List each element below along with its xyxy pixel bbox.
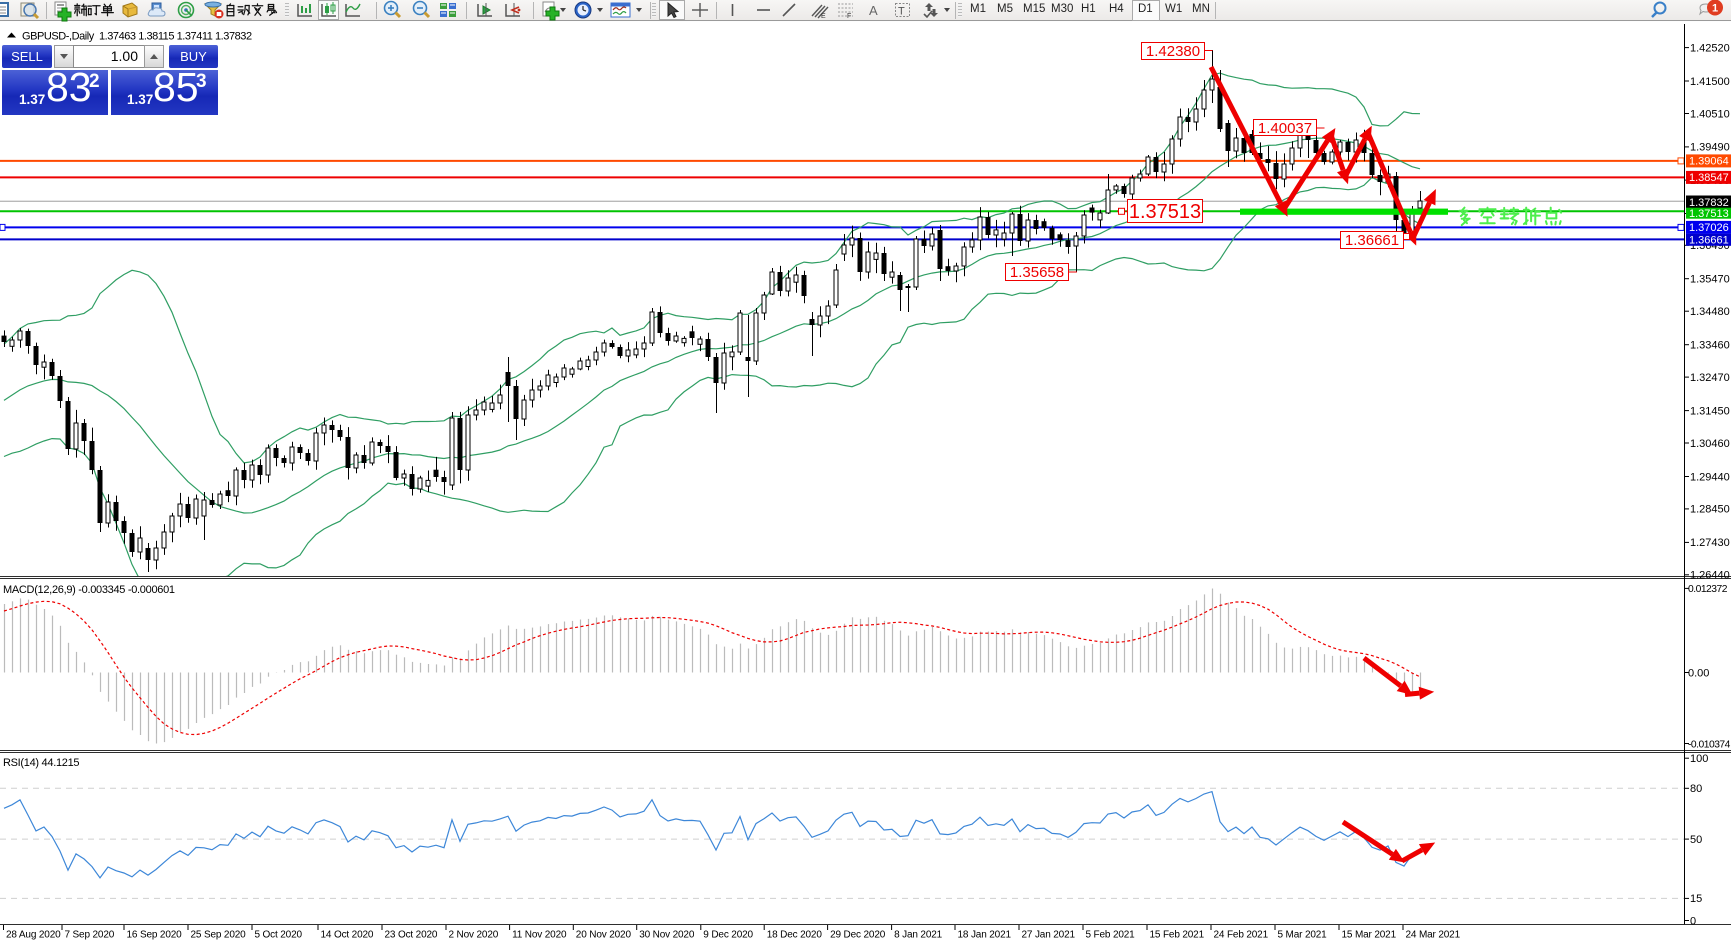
- svg-text:1.30460: 1.30460: [1690, 438, 1730, 450]
- svg-text:1.37513: 1.37513: [1129, 201, 1201, 223]
- svg-text:18 Jan 2021: 18 Jan 2021: [958, 930, 1012, 941]
- svg-text:1.37513: 1.37513: [1689, 208, 1729, 220]
- svg-text:23 Oct 2020: 23 Oct 2020: [385, 930, 438, 941]
- svg-text:1.36661: 1.36661: [1345, 232, 1399, 249]
- svg-text:A: A: [869, 3, 878, 18]
- svg-text:2 Nov 2020: 2 Nov 2020: [449, 930, 499, 941]
- svg-text:15 Mar 2021: 15 Mar 2021: [1342, 930, 1397, 941]
- svg-text:20 Nov 2020: 20 Nov 2020: [576, 930, 632, 941]
- svg-text:9 Dec 2020: 9 Dec 2020: [703, 930, 753, 941]
- svg-text:1.36661: 1.36661: [1689, 235, 1729, 247]
- svg-text:1.31450: 1.31450: [1690, 405, 1730, 417]
- svg-text:24 Feb 2021: 24 Feb 2021: [1214, 930, 1269, 941]
- svg-text:100: 100: [1690, 753, 1708, 765]
- svg-text:1.38547: 1.38547: [1689, 172, 1729, 184]
- svg-text:1.35658: 1.35658: [1010, 264, 1064, 281]
- svg-text:50: 50: [1690, 834, 1702, 846]
- svg-text:GBPUSD-,Daily 1.37463 1.38115: GBPUSD-,Daily 1.37463 1.38115 1.37411 1.…: [22, 31, 252, 43]
- svg-text:0: 0: [1690, 915, 1696, 927]
- svg-text:7 Sep 2020: 7 Sep 2020: [65, 930, 115, 941]
- svg-text:80: 80: [1690, 783, 1702, 795]
- svg-text:RSI(14) 44.1215: RSI(14) 44.1215: [3, 757, 79, 769]
- svg-text:F: F: [847, 13, 851, 20]
- svg-text:5 Oct 2020: 5 Oct 2020: [255, 930, 303, 941]
- svg-text:1.37832: 1.37832: [1689, 197, 1729, 209]
- svg-text:1.42380: 1.42380: [1146, 43, 1200, 60]
- svg-text:28 Aug 2020: 28 Aug 2020: [6, 930, 61, 941]
- svg-text:MACD(12,26,9) -0.003345 -0.000: MACD(12,26,9) -0.003345 -0.000601: [3, 584, 175, 596]
- svg-text:27 Jan 2021: 27 Jan 2021: [1022, 930, 1076, 941]
- svg-text:1.41500: 1.41500: [1690, 76, 1730, 88]
- svg-text:1.33460: 1.33460: [1690, 340, 1730, 352]
- svg-text:-0.010374: -0.010374: [1688, 739, 1731, 750]
- svg-text:1.32470: 1.32470: [1690, 372, 1730, 384]
- svg-text:29 Dec 2020: 29 Dec 2020: [830, 930, 886, 941]
- svg-text:1.27430: 1.27430: [1690, 537, 1730, 549]
- svg-text:1.29440: 1.29440: [1690, 471, 1730, 483]
- svg-text:14 Oct 2020: 14 Oct 2020: [321, 930, 374, 941]
- svg-text:1.26440: 1.26440: [1690, 570, 1730, 582]
- svg-text:25 Sep 2020: 25 Sep 2020: [191, 930, 247, 941]
- svg-text:18 Dec 2020: 18 Dec 2020: [767, 930, 823, 941]
- svg-text:0.012372: 0.012372: [1688, 584, 1728, 595]
- svg-text:0.00: 0.00: [1688, 667, 1709, 679]
- svg-text:1.42520: 1.42520: [1690, 42, 1730, 54]
- svg-text:E: E: [821, 13, 826, 20]
- svg-text:1.28450: 1.28450: [1690, 504, 1730, 516]
- svg-text:1.35470: 1.35470: [1690, 274, 1730, 286]
- svg-text:1.40510: 1.40510: [1690, 108, 1730, 120]
- svg-text:1.39064: 1.39064: [1689, 156, 1729, 168]
- svg-text:24 Mar 2021: 24 Mar 2021: [1406, 930, 1461, 941]
- svg-text:T: T: [898, 6, 905, 18]
- svg-text:1.39490: 1.39490: [1690, 142, 1730, 154]
- svg-text:8 Jan 2021: 8 Jan 2021: [894, 930, 943, 941]
- svg-text:1: 1: [1712, 3, 1718, 15]
- svg-text:5 Mar 2021: 5 Mar 2021: [1278, 930, 1328, 941]
- svg-text:1.40037: 1.40037: [1258, 120, 1312, 137]
- svg-text:15: 15: [1690, 893, 1702, 905]
- svg-text:1.34480: 1.34480: [1690, 306, 1730, 318]
- svg-text:11 Nov 2020: 11 Nov 2020: [512, 930, 567, 941]
- svg-text:15 Feb 2021: 15 Feb 2021: [1150, 930, 1205, 941]
- svg-text:5 Feb 2021: 5 Feb 2021: [1086, 930, 1136, 941]
- svg-text:1.37026: 1.37026: [1689, 222, 1729, 234]
- svg-text:30 Nov 2020: 30 Nov 2020: [639, 930, 695, 941]
- svg-text:16 Sep 2020: 16 Sep 2020: [127, 930, 183, 941]
